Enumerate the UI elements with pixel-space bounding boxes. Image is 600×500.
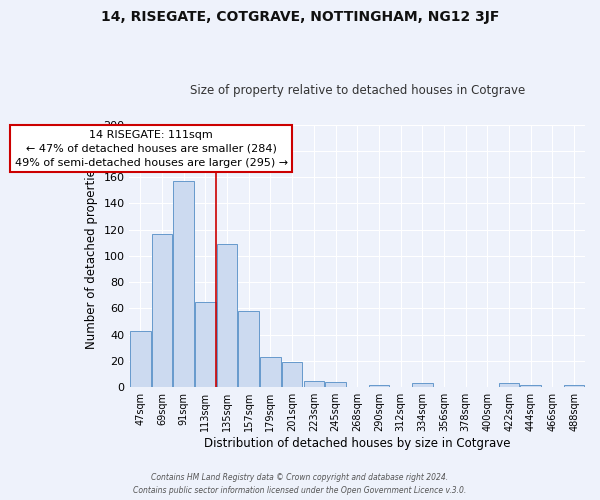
Bar <box>152 234 172 387</box>
Bar <box>195 302 215 387</box>
Bar <box>325 382 346 387</box>
Text: 14, RISEGATE, COTGRAVE, NOTTINGHAM, NG12 3JF: 14, RISEGATE, COTGRAVE, NOTTINGHAM, NG12… <box>101 10 499 24</box>
Bar <box>238 311 259 387</box>
Bar <box>368 384 389 387</box>
Y-axis label: Number of detached properties: Number of detached properties <box>85 163 98 349</box>
Text: Contains HM Land Registry data © Crown copyright and database right 2024.
Contai: Contains HM Land Registry data © Crown c… <box>133 474 467 495</box>
Bar <box>217 244 238 387</box>
Bar <box>499 384 520 387</box>
Bar <box>173 181 194 387</box>
Title: Size of property relative to detached houses in Cotgrave: Size of property relative to detached ho… <box>190 84 525 97</box>
X-axis label: Distribution of detached houses by size in Cotgrave: Distribution of detached houses by size … <box>204 437 511 450</box>
Bar <box>412 384 433 387</box>
Text: 14 RISEGATE: 111sqm
← 47% of detached houses are smaller (284)
49% of semi-detac: 14 RISEGATE: 111sqm ← 47% of detached ho… <box>14 130 287 168</box>
Bar <box>520 384 541 387</box>
Bar <box>304 380 324 387</box>
Bar <box>260 357 281 387</box>
Bar <box>564 384 584 387</box>
Bar <box>130 330 151 387</box>
Bar <box>282 362 302 387</box>
